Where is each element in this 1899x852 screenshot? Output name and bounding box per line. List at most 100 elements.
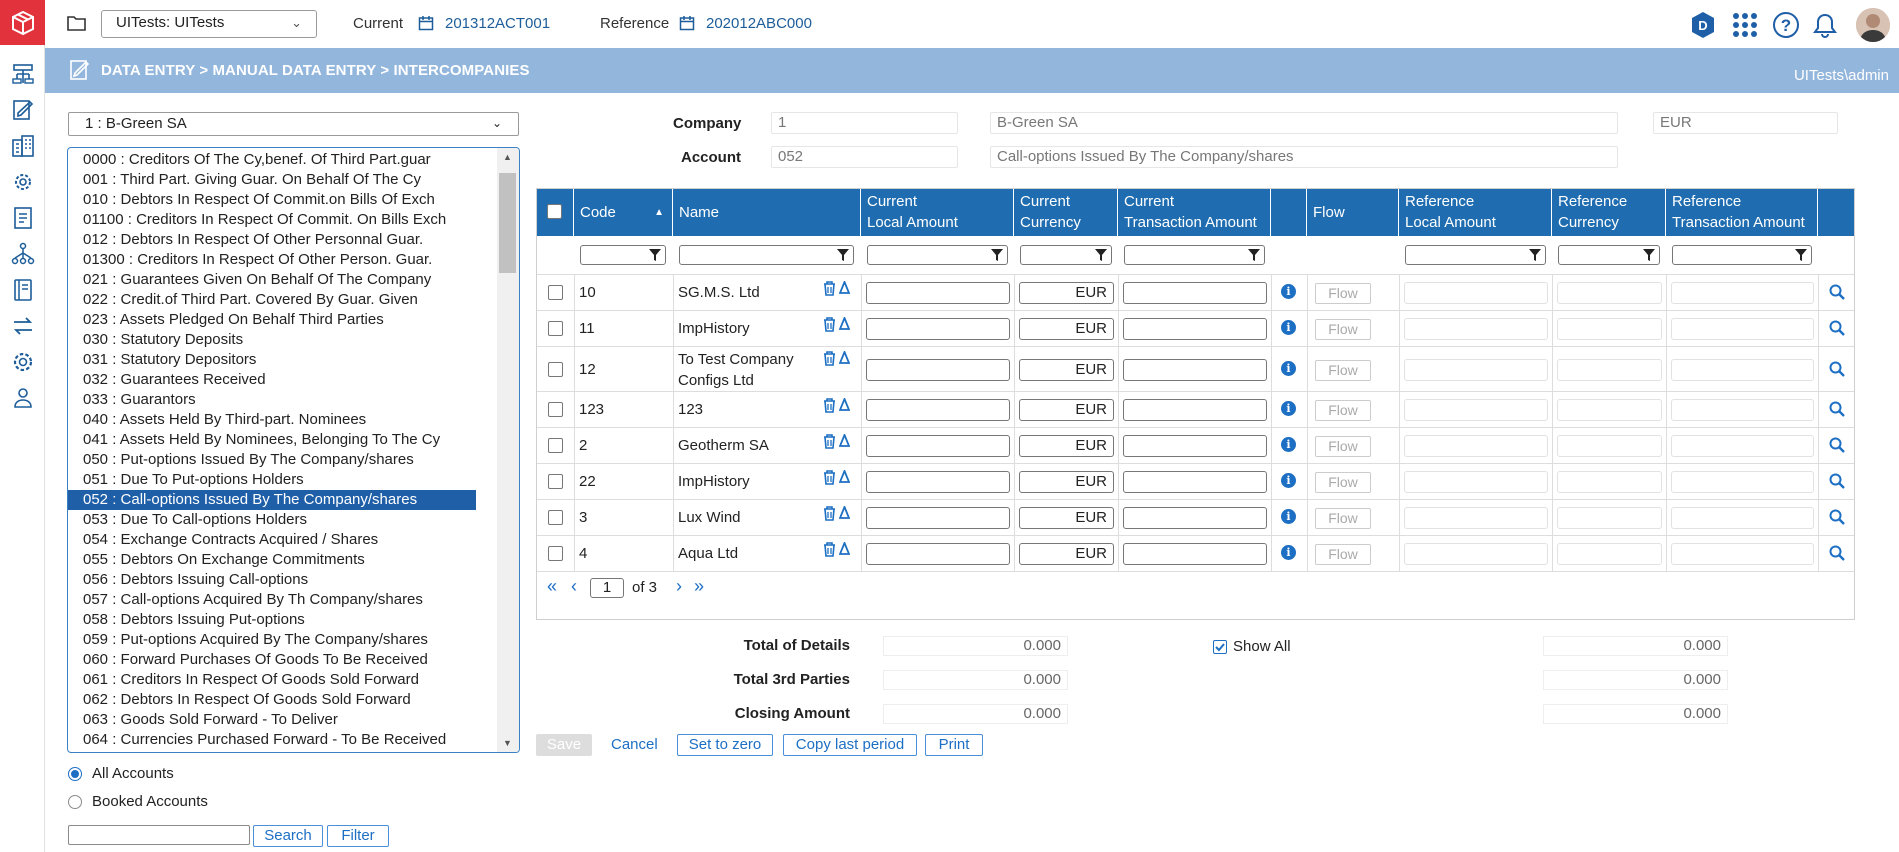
show-all-checkbox[interactable]	[1213, 639, 1227, 654]
account-list-item[interactable]: 040 : Assets Held By Third-part. Nominee…	[83, 411, 367, 428]
calendar-icon[interactable]	[679, 15, 695, 31]
filter-button[interactable]: Filter	[327, 825, 389, 847]
copy-last-period-button[interactable]: Copy last period	[783, 734, 917, 756]
search-icon[interactable]	[1829, 284, 1845, 300]
flow-chart-icon[interactable]	[11, 62, 35, 86]
header-reference-transaction-amount[interactable]: Reference Transaction Amount	[1666, 189, 1818, 236]
account-search-input[interactable]	[68, 825, 250, 845]
page-number-input[interactable]: 1	[590, 578, 624, 598]
account-list[interactable]: 064 : Currencies Purchased Forward - To …	[67, 147, 520, 753]
print-button[interactable]: Print	[925, 734, 983, 756]
scroll-up-icon[interactable]: ▲	[503, 152, 512, 162]
info-icon[interactable]: i	[1281, 320, 1296, 335]
flow-button[interactable]: Flow	[1315, 319, 1371, 340]
search-icon[interactable]	[1829, 437, 1845, 453]
current-currency-input[interactable]: EUR	[1019, 435, 1114, 457]
delta-icon[interactable]	[839, 398, 850, 411]
account-list-item[interactable]: 058 : Debtors Issuing Put-options	[83, 611, 305, 628]
search-icon[interactable]	[1829, 473, 1845, 489]
filter-name-input[interactable]	[679, 245, 854, 265]
show-all-toggle[interactable]: Show All	[1213, 638, 1291, 655]
filter-current-local-input[interactable]	[867, 245, 1008, 265]
next-page-icon[interactable]: ›	[676, 576, 682, 596]
apps-grid-icon[interactable]	[1732, 12, 1758, 42]
row-checkbox[interactable]	[548, 510, 563, 525]
trash-icon[interactable]	[823, 398, 836, 413]
filter-reference-transaction-input[interactable]	[1672, 245, 1812, 265]
header-current-transaction-amount[interactable]: Current Transaction Amount	[1118, 189, 1271, 236]
account-list-item[interactable]: 062 : Debtors In Respect Of Goods Sold F…	[83, 691, 411, 708]
account-list-item[interactable]: 050 : Put-options Issued By The Company/…	[83, 451, 414, 468]
flow-button[interactable]: Flow	[1315, 544, 1371, 565]
buildings-icon[interactable]	[11, 134, 35, 158]
account-list-item[interactable]: 041 : Assets Held By Nominees, Belonging…	[83, 431, 441, 448]
radio-button[interactable]	[68, 766, 82, 781]
account-list-item[interactable]: 001 : Third Part. Giving Guar. On Behalf…	[83, 171, 421, 188]
row-checkbox[interactable]	[548, 362, 563, 377]
info-icon[interactable]: i	[1281, 401, 1296, 416]
book-icon[interactable]	[11, 278, 35, 302]
row-checkbox[interactable]	[548, 321, 563, 336]
info-icon[interactable]: i	[1281, 437, 1296, 452]
account-list-item[interactable]: 01100 : Creditors In Respect Of Commit. …	[83, 211, 447, 228]
header-current-local-amount[interactable]: Current Local Amount	[861, 189, 1014, 236]
current-transaction-amount-input[interactable]	[1123, 543, 1267, 565]
filter-reference-currency-input[interactable]	[1558, 245, 1660, 265]
filter-reference-local-input[interactable]	[1405, 245, 1546, 265]
search-icon[interactable]	[1829, 545, 1845, 561]
flow-button[interactable]: Flow	[1315, 400, 1371, 421]
delta-icon[interactable]	[839, 506, 850, 519]
current-local-amount-input[interactable]	[866, 282, 1010, 304]
current-transaction-amount-input[interactable]	[1123, 435, 1267, 457]
current-currency-input[interactable]: EUR	[1019, 359, 1114, 381]
filter-funnel-icon[interactable]	[1247, 248, 1261, 262]
company-select[interactable]: 1 : B-Green SA ⌄	[68, 112, 519, 136]
account-list-item[interactable]: 012 : Debtors In Respect Of Other Person…	[83, 231, 424, 248]
delta-icon[interactable]	[839, 542, 850, 555]
flow-button[interactable]: Flow	[1315, 508, 1371, 529]
prev-page-icon[interactable]: ‹	[571, 576, 577, 596]
account-list-item[interactable]: 023 : Assets Pledged On Behalf Third Par…	[83, 311, 384, 328]
reference-period-link[interactable]: 202012ABC000	[706, 15, 812, 32]
filter-funnel-icon[interactable]	[990, 248, 1004, 262]
current-transaction-amount-input[interactable]	[1123, 399, 1267, 421]
account-list-item[interactable]: 01300 : Creditors In Respect Of Other Pe…	[83, 251, 433, 268]
filter-funnel-icon[interactable]	[836, 248, 850, 262]
account-list-item[interactable]: 059 : Put-options Acquired By The Compan…	[83, 631, 428, 648]
account-list-item[interactable]: 060 : Forward Purchases Of Goods To Be R…	[83, 651, 428, 668]
sort-ascending-icon[interactable]: ▲	[654, 207, 664, 218]
current-transaction-amount-input[interactable]	[1123, 282, 1267, 304]
current-period-link[interactable]: 201312ACT001	[445, 15, 551, 32]
current-local-amount-input[interactable]	[866, 399, 1010, 421]
last-page-icon[interactable]: »	[694, 576, 705, 596]
environment-select[interactable]: UITests: UITests ⌄	[101, 10, 317, 38]
first-page-icon[interactable]: «	[547, 576, 558, 596]
save-button[interactable]: Save	[536, 734, 592, 756]
scroll-down-icon[interactable]: ▼	[503, 738, 512, 748]
row-checkbox[interactable]	[548, 402, 563, 417]
account-list-item[interactable]: 054 : Exchange Contracts Acquired / Shar…	[83, 531, 379, 548]
current-transaction-amount-input[interactable]	[1123, 507, 1267, 529]
account-list-item[interactable]: 055 : Debtors On Exchange Commitments	[83, 551, 365, 568]
bell-icon[interactable]	[1812, 12, 1838, 42]
account-list-item[interactable]: 063 : Goods Sold Forward - To Deliver	[83, 711, 338, 728]
current-transaction-amount-input[interactable]	[1123, 318, 1267, 340]
row-checkbox[interactable]	[548, 285, 563, 300]
current-transaction-amount-input[interactable]	[1123, 359, 1267, 381]
info-icon[interactable]: i	[1281, 361, 1296, 376]
trash-icon[interactable]	[823, 317, 836, 332]
current-local-amount-input[interactable]	[866, 507, 1010, 529]
search-icon[interactable]	[1829, 320, 1845, 336]
set-to-zero-button[interactable]: Set to zero	[677, 734, 773, 756]
info-icon[interactable]: i	[1281, 509, 1296, 524]
account-list-item[interactable]: 031 : Statutory Depositors	[83, 351, 257, 368]
row-checkbox[interactable]	[548, 438, 563, 453]
flow-button[interactable]: Flow	[1315, 360, 1371, 381]
radio-all-accounts[interactable]: All Accounts	[68, 765, 174, 782]
header-reference-local-amount[interactable]: Reference Local Amount	[1399, 189, 1552, 236]
current-currency-input[interactable]: EUR	[1019, 471, 1114, 493]
header-reference-currency[interactable]: Reference Currency	[1552, 189, 1666, 236]
flow-button[interactable]: Flow	[1315, 472, 1371, 493]
header-code[interactable]: Code ▲	[574, 189, 673, 236]
account-list-item[interactable]: 057 : Call-options Acquired By Th Compan…	[83, 591, 423, 608]
